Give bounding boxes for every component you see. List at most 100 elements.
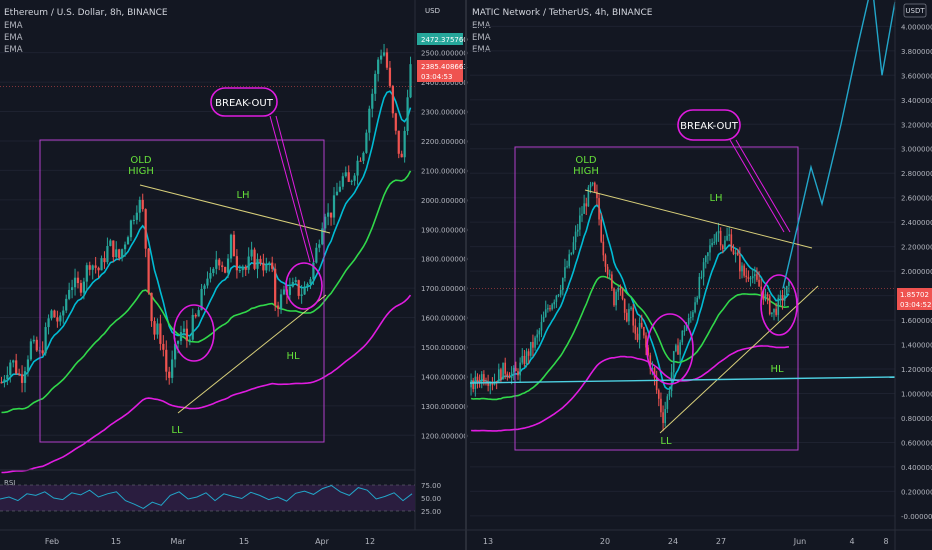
price-tick: 2.800000 (901, 170, 932, 178)
price-tick: 1400.000000 (421, 373, 468, 381)
candle-body (489, 383, 492, 386)
rsi-tick: 25.00 (421, 508, 441, 516)
price-tick: 2200.000000 (421, 138, 468, 146)
current-price-text: 2385.408663 (421, 63, 468, 71)
candle-body (724, 240, 726, 250)
candle-body (504, 362, 507, 374)
candle-body (574, 231, 577, 243)
candle-body (555, 295, 558, 302)
candle-body (715, 233, 718, 242)
matic-ema-label-2: EMA (472, 33, 491, 43)
candle-body (681, 330, 684, 343)
projection-path (782, 0, 896, 289)
candle-body (179, 332, 183, 342)
ll-label: LL (171, 425, 183, 436)
candle-body (694, 302, 696, 313)
lower-trendline (177, 294, 327, 414)
candle-body (766, 294, 769, 297)
candle-body (523, 355, 526, 365)
candle-body (91, 265, 94, 270)
candle-body (347, 172, 350, 182)
candle-body (106, 245, 109, 263)
candle-body (209, 273, 212, 279)
eth-price-axis: 2500.000000 2400.000000 2300.000000 2200.00… (414, 0, 468, 530)
candle-body (212, 268, 215, 274)
candle-body (636, 333, 639, 340)
candle-body (377, 59, 380, 74)
candle-body (344, 172, 347, 177)
time-tick: 20 (600, 537, 610, 546)
price-tick: 4.000000 (901, 23, 932, 31)
candle-body (350, 180, 353, 182)
candle-body (194, 314, 197, 317)
time-tick: 8 (883, 537, 888, 546)
candle-body (487, 383, 489, 386)
candle-body (47, 318, 50, 328)
price-tick: 2.400000 (901, 219, 932, 227)
ema-slow-line (471, 345, 790, 432)
candle-body (327, 212, 330, 217)
candle-body (247, 256, 250, 270)
current-price-tag (897, 288, 932, 310)
candle-body (362, 152, 365, 161)
candle-body (779, 295, 782, 298)
upper-trendline (584, 189, 813, 249)
candle-body (20, 374, 24, 383)
candle-body (549, 308, 551, 310)
breakout-label: BREAK-OUT (215, 98, 274, 109)
candle-body (365, 132, 368, 153)
candle-body (608, 274, 611, 276)
candle-body (617, 287, 620, 292)
candle-body (9, 362, 12, 375)
price-tick: 1.400000 (901, 342, 932, 350)
candle-body (576, 229, 579, 232)
candle-body (15, 360, 18, 374)
candle-body (294, 280, 297, 282)
candle-body (585, 203, 588, 207)
candle-body (621, 289, 624, 300)
candle-body (353, 175, 356, 181)
candle-body (508, 376, 511, 379)
candle-body (256, 259, 259, 269)
candle-body (76, 277, 80, 284)
candle-body (129, 220, 133, 238)
old-high-label: OLD HIGH (573, 155, 599, 177)
highlight-circle (646, 313, 694, 385)
price-tick: 3.000000 (901, 146, 932, 154)
eth-annotations: BREAK-OUT OLD HIGH LH HL LL (0, 86, 415, 443)
price-tick: 1500.000000 (421, 344, 468, 352)
candle-body (561, 278, 564, 291)
currency-label: USD (425, 7, 440, 15)
time-tick: 15 (239, 537, 249, 546)
candle-body (268, 262, 271, 265)
candle-body (197, 310, 200, 317)
price-tick: 0.600000 (901, 439, 932, 447)
candle-body (547, 308, 549, 310)
candle-body (478, 381, 481, 383)
candle-body (265, 264, 268, 271)
candle-body (312, 262, 315, 280)
matic-chart: MATIC Network / TetherUS, 4h, BINANCE EM… (466, 0, 932, 550)
candle-body (400, 153, 403, 158)
current-price-tag (417, 60, 463, 82)
candle-body (262, 262, 265, 271)
candle-body (566, 266, 568, 268)
candle-body (709, 245, 711, 253)
price-tick: 0.400000 (901, 464, 932, 472)
upper-trendline (139, 184, 331, 234)
candle-body (32, 339, 35, 342)
candle-body (356, 160, 359, 176)
candle-body (756, 274, 758, 280)
candle-body (683, 330, 686, 332)
candle-body (218, 259, 221, 266)
candle-body (29, 341, 33, 360)
candle-body (532, 341, 534, 348)
matic-time-axis: 13 20 24 27 Jun 4 8 (466, 529, 932, 546)
candle-body (611, 274, 613, 289)
candle-body (572, 242, 575, 253)
time-tick: Jun (793, 537, 807, 546)
candle-body (476, 376, 479, 382)
candle-body (306, 283, 309, 287)
candle-body (309, 279, 312, 284)
candle-body (318, 244, 321, 248)
